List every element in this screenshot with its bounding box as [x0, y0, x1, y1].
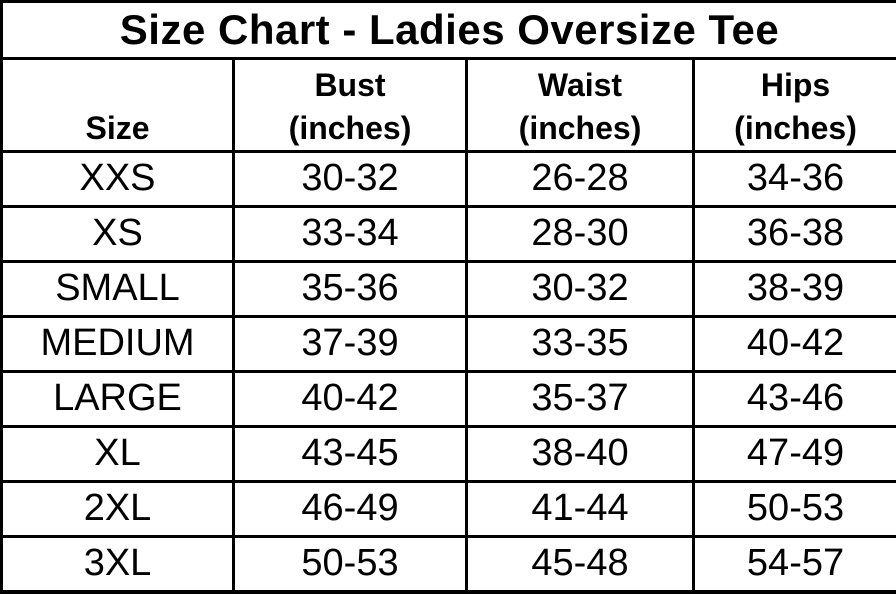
measurement-cell: 38-39	[691, 259, 896, 318]
measurement-cell: 30-32	[465, 259, 695, 318]
measurement-cell: 33-34	[232, 204, 468, 263]
table-row: SMALL 35-36 30-32 38-39	[0, 259, 896, 318]
measurement-cell: 45-48	[465, 534, 695, 594]
measurement-cell: 50-53	[691, 479, 896, 538]
size-cell: XXS	[0, 150, 235, 208]
measurement-cell: 43-46	[691, 369, 896, 428]
table-row: 3XL 50-53 45-48 54-57	[0, 534, 896, 594]
table-row: XL 43-45 38-40 47-49	[0, 424, 896, 483]
table-row: MEDIUM 37-39 33-35 40-42	[0, 314, 896, 373]
measurement-cell: 38-40	[465, 424, 695, 483]
column-header-waist-label: Waist	[537, 66, 623, 103]
measurement-cell: 28-30	[465, 204, 695, 263]
measurement-cell: 43-45	[232, 424, 468, 483]
measurement-cell: 33-35	[465, 314, 695, 373]
table-row: 2XL 46-49 41-44 50-53	[0, 479, 896, 538]
column-header-bust-label: Bust	[314, 66, 386, 103]
column-header-bust: Bust (inches)	[232, 57, 468, 153]
measurement-cell: 46-49	[232, 479, 468, 538]
column-header-size: Size	[0, 57, 235, 153]
column-header-waist-unit: (inches)	[518, 109, 642, 146]
size-cell: XS	[0, 204, 235, 263]
measurement-cell: 47-49	[691, 424, 896, 483]
measurement-cell: 36-38	[691, 204, 896, 263]
measurement-cell: 26-28	[465, 150, 695, 208]
column-header-bust-unit: (inches)	[288, 109, 412, 146]
column-header-waist: Waist (inches)	[465, 57, 695, 153]
measurement-cell: 40-42	[232, 369, 468, 428]
column-header-hips-unit: (inches)	[734, 109, 857, 146]
measurement-cell: 54-57	[691, 534, 896, 594]
title-row: Size Chart - Ladies Oversize Tee	[0, 0, 896, 60]
chart-title: Size Chart - Ladies Oversize Tee	[0, 0, 896, 60]
column-header-hips-label: Hips	[760, 66, 831, 103]
size-cell: LARGE	[0, 369, 235, 428]
size-cell: 2XL	[0, 479, 235, 538]
measurement-cell: 35-36	[232, 259, 468, 318]
measurement-cell: 34-36	[691, 150, 896, 208]
measurement-cell: 35-37	[465, 369, 695, 428]
table-row: LARGE 40-42 35-37 43-46	[0, 369, 896, 428]
size-table-body: XXS 30-32 26-28 34-36 XS 33-34 28-30 36-38 SMALL…	[0, 150, 896, 594]
size-cell: 3XL	[0, 534, 235, 594]
measurement-cell: 37-39	[232, 314, 468, 373]
table-row: XS 33-34 28-30 36-38	[0, 204, 896, 263]
column-header-hips: Hips (inches)	[691, 57, 896, 153]
size-cell: SMALL	[0, 259, 235, 318]
header-row: Size Bust (inches) Waist (inches) Hips (…	[0, 57, 896, 153]
measurement-cell: 40-42	[691, 314, 896, 373]
measurement-cell: 50-53	[232, 534, 468, 594]
measurement-cell: 30-32	[232, 150, 468, 208]
size-cell: XL	[0, 424, 235, 483]
size-cell: MEDIUM	[0, 314, 235, 373]
measurement-cell: 41-44	[465, 479, 695, 538]
table-row: XXS 30-32 26-28 34-36	[0, 150, 896, 208]
